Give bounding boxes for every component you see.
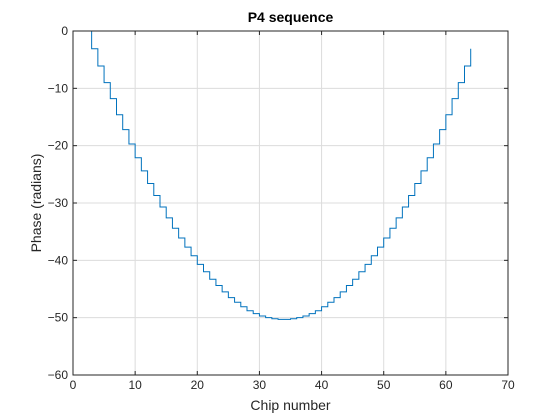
- y-tick-label: −40: [48, 253, 69, 267]
- y-tick-label: −60: [48, 368, 69, 382]
- y-tick-label: −10: [48, 81, 69, 95]
- grid-lines: [73, 31, 508, 375]
- x-tick-label: 0: [70, 378, 77, 392]
- y-axis-label: Phase (radians): [28, 154, 44, 253]
- x-tick-label: 60: [439, 378, 453, 392]
- chart-title: P4 sequence: [248, 9, 334, 25]
- y-tick-labels: 0 −10 −20 −30 −40 −50 −60: [48, 24, 69, 382]
- x-tick-label: 40: [315, 378, 329, 392]
- x-tick-label: 30: [253, 378, 267, 392]
- x-axis-label: Chip number: [250, 397, 330, 413]
- series-line: [85, 30, 472, 320]
- y-tick-label: −50: [48, 311, 69, 325]
- y-tick-label: 0: [61, 24, 68, 38]
- y-tick-label: −20: [48, 139, 69, 153]
- x-tick-label: 10: [128, 378, 142, 392]
- y-tick-label: −30: [48, 196, 69, 210]
- tick-marks: [72, 30, 509, 376]
- x-tick-label: 20: [191, 378, 205, 392]
- x-tick-label: 50: [377, 378, 391, 392]
- x-tick-label: 70: [501, 378, 515, 392]
- series-layer: [85, 30, 472, 320]
- x-tick-labels: 0 10 20 30 40 50 60 70: [70, 378, 515, 392]
